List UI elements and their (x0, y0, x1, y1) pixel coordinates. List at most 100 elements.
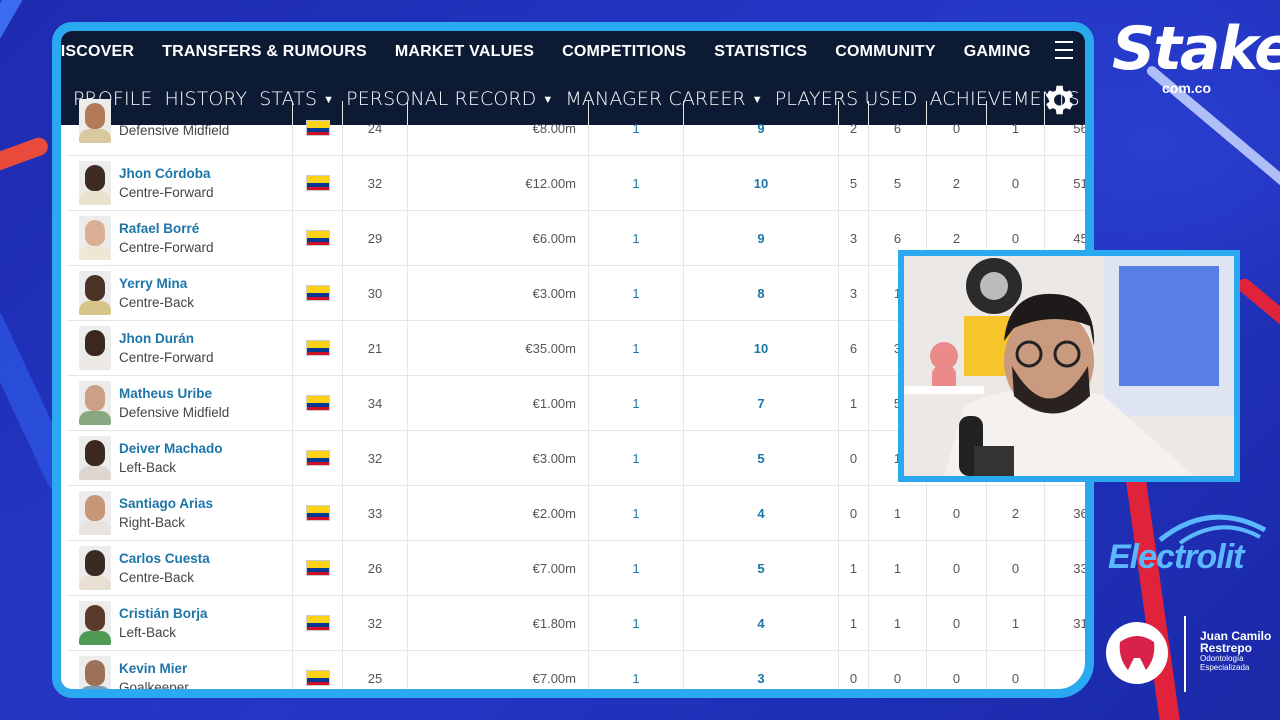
minutes-cell: 514 (1073, 175, 1094, 191)
stat-cell-1[interactable]: 1 (589, 486, 684, 540)
stat-cell-6: 0 (987, 156, 1045, 210)
nav-discover[interactable]: DISCOVER (52, 43, 135, 60)
stat-cell-6: 0 (987, 651, 1045, 689)
subnav-label: ACHIEVEMENTS (929, 88, 1080, 110)
player-photo (79, 656, 111, 689)
minutes-cell: 458 (1073, 230, 1094, 246)
subnav-item-news[interactable]: NEWS (1092, 88, 1094, 110)
profile-sub-navigation: PROFILE HISTORY STATS ▼ PERSONAL RECORD ▼ MANA… (61, 73, 1085, 125)
player-name-link[interactable]: Matheus Uribe (119, 386, 213, 401)
subnav-item-manager-career[interactable]: MANAGER CAREER ▼ (565, 88, 762, 110)
market-value-cell: €3.00m (408, 266, 589, 320)
appearances-link[interactable]: 3 (684, 651, 839, 689)
stat-cell-1[interactable]: 1 (589, 266, 684, 320)
stat-cell-1[interactable]: 1 (589, 321, 684, 375)
colombia-flag-icon (306, 561, 329, 575)
player-photo (79, 491, 111, 535)
player-name-link[interactable]: Carlos Cuesta (119, 551, 210, 566)
nationality-cell (293, 321, 343, 375)
appearances-link[interactable]: 5 (684, 541, 839, 595)
appearances-link[interactable]: 9 (684, 101, 839, 155)
stat-cell-1[interactable]: 1 (589, 651, 684, 689)
stat-cell-3: 5 (839, 156, 869, 210)
stat-cell-5: 0 (927, 596, 987, 650)
stat-cell-1[interactable]: 1 (589, 596, 684, 650)
market-value-cell: €8.00m (408, 101, 589, 155)
stat-cell-5: 2 (927, 156, 987, 210)
market-value-cell: €7.00m (408, 651, 589, 689)
minutes-cell: 360 (1073, 505, 1094, 521)
sponsor-divider (1184, 616, 1186, 692)
minutes-cell: 568 (1073, 120, 1094, 136)
appearances-link[interactable]: 4 (684, 596, 839, 650)
market-value-cell: €3.00m (408, 431, 589, 485)
player-name-link[interactable]: Jhon Córdoba (119, 166, 211, 181)
subnav-item-personal-record[interactable]: PERSONAL RECORD ▼ (346, 88, 553, 110)
minutes-cell: 314 (1073, 615, 1094, 631)
player-position: Goalkeeper (119, 680, 189, 695)
player-cell: Defensive Midfield (67, 99, 293, 155)
player-name-link[interactable]: Santiago Arias (119, 496, 214, 511)
appearances-link[interactable]: 7 (684, 376, 839, 430)
stat-cell-4: 1 (869, 596, 927, 650)
market-value-cell: €1.80m (408, 596, 589, 650)
subnav-item-achievements[interactable]: ACHIEVEMENTS (929, 88, 1079, 110)
nav-statistics[interactable]: STATISTICS (714, 43, 808, 60)
stat-cell-3: 0 (839, 431, 869, 485)
nav-gaming[interactable]: GAMING (963, 43, 1031, 60)
player-cell: Rafael Borré Centre-Forward (67, 211, 293, 265)
stake-logo: Stake (1112, 14, 1280, 84)
stat-cell-1[interactable]: 1 (589, 156, 684, 210)
player-name-link[interactable]: Cristián Borja (119, 606, 208, 621)
sponsor-name-1: Juan Camilo (1200, 629, 1272, 643)
stat-cell-3: 0 (839, 486, 869, 540)
appearances-link[interactable]: 8 (684, 266, 839, 320)
stat-cell-1[interactable]: 1 (589, 376, 684, 430)
stat-cell-1[interactable]: 1 (589, 211, 684, 265)
appearances-link[interactable]: 10 (684, 321, 839, 375)
appearances-link[interactable]: 5 (684, 431, 839, 485)
player-photo (79, 216, 111, 260)
player-cell: Yerry Mina Centre-Back (67, 266, 293, 320)
player-name-link[interactable]: Jhon Durán (119, 331, 195, 346)
stat-cell-6: 0 (987, 541, 1045, 595)
subnav-item-stats[interactable]: STATS ▼ (259, 88, 334, 110)
player-photo (79, 326, 111, 370)
player-position: Defensive Midfield (119, 405, 230, 420)
market-value-cell: €2.00m (408, 486, 589, 540)
age-cell: 33 (343, 486, 408, 540)
colombia-flag-icon (306, 451, 329, 465)
nav-community[interactable]: COMMUNITY (835, 43, 936, 60)
stat-cell-1[interactable]: 1 (589, 101, 684, 155)
table-row: Carlos Cuesta Centre-Back 26 €7.00m 1 5 1 1 0 0 33… (67, 541, 1085, 596)
stat-cell-6: 1 (987, 101, 1045, 155)
age-cell: 25 (343, 651, 408, 689)
player-name-link[interactable]: Yerry Mina (119, 276, 188, 291)
player-name-link[interactable]: Rafael Borré (119, 221, 200, 236)
electrolit-wave-icon (1158, 514, 1267, 545)
appearances-link[interactable]: 9 (684, 211, 839, 265)
appearances-link[interactable]: 10 (684, 156, 839, 210)
subnav-item-history[interactable]: HISTORY (164, 88, 247, 110)
appearances-link[interactable]: 4 (684, 486, 839, 540)
hamburger-menu-icon[interactable] (1055, 41, 1073, 63)
nav-market-values[interactable]: MARKET VALUES (394, 43, 535, 60)
stat-cell-5: 2 (927, 211, 987, 265)
player-name-link[interactable]: Deiver Machado (119, 441, 223, 456)
player-name-link[interactable]: Kevin Mier (119, 661, 188, 676)
market-value-cell: €12.00m (408, 156, 589, 210)
gear-icon[interactable] (1039, 81, 1077, 119)
player-position: Left-Back (119, 460, 177, 475)
player-photo (79, 161, 111, 205)
subnav-item-players-used[interactable]: PLAYERS USED (775, 88, 918, 110)
stat-cell-1[interactable]: 1 (589, 431, 684, 485)
player-position: Centre-Back (119, 570, 195, 585)
stat-cell-1[interactable]: 1 (589, 541, 684, 595)
table-row: Kevin Mier Goalkeeper 25 €7.00m 1 3 0 0 0 0 (67, 651, 1085, 695)
webcam-overlay (898, 250, 1240, 482)
stat-cell-6: 2 (987, 486, 1045, 540)
player-position: Centre-Forward (119, 240, 214, 255)
nav-competitions[interactable]: COMPETITIONS (562, 43, 687, 60)
nav-transfers-rumours[interactable]: TRANSFERS & RUMOURS (162, 43, 367, 60)
